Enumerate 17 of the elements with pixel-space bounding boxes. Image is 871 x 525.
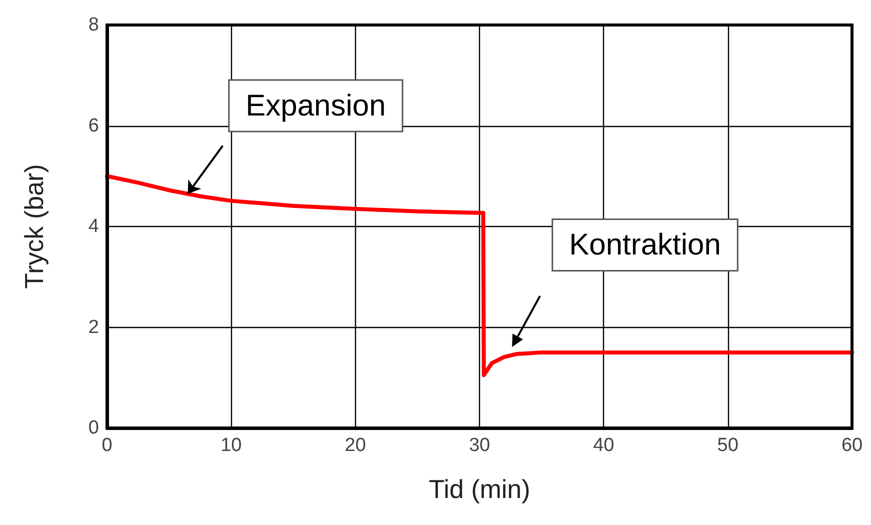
y-tick-label: 8 — [88, 14, 99, 36]
annotation: Kontraktion — [569, 228, 721, 262]
annotation: Expansion — [246, 89, 386, 122]
x-tick-label: 50 — [717, 435, 738, 456]
y-tick-label: 2 — [88, 316, 99, 338]
y-tick-label: 4 — [88, 216, 100, 237]
line-series — [105, 174, 854, 378]
x-axis-title: Tid (min) — [428, 474, 530, 504]
y-tick-label: 6 — [88, 115, 99, 136]
y-tick-label: 0 — [88, 418, 99, 438]
x-tick-label: 20 — [344, 435, 366, 456]
x-tick-label: 10 — [220, 435, 242, 456]
y-axis-title: Tryck (bar) — [19, 164, 49, 289]
x-tick-label: 0 — [102, 435, 112, 456]
x-tick-label: 40 — [593, 435, 614, 456]
x-tick-label: 30 — [468, 435, 490, 456]
x-tick-label: 60 — [841, 435, 863, 456]
